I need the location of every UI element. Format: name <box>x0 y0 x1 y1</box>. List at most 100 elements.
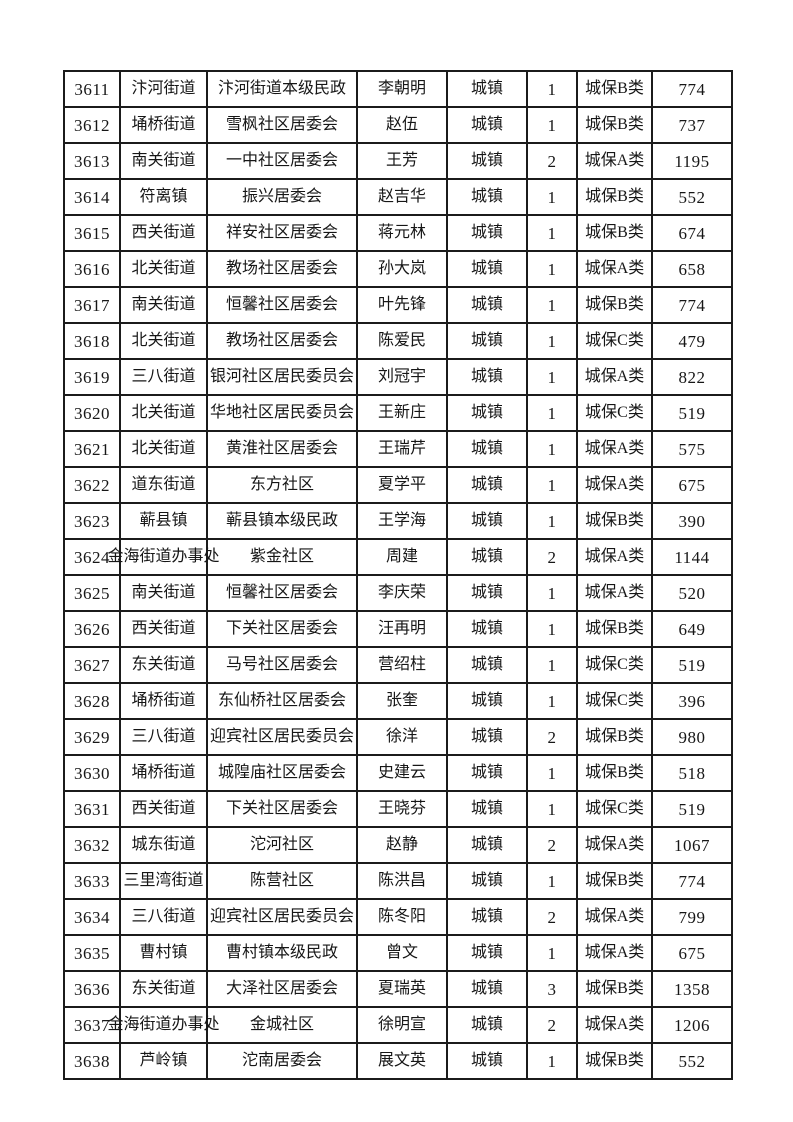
cell-text: 东方社区 <box>249 476 314 493</box>
cell-organization: 陈营社区 <box>206 862 358 900</box>
cell-text: 振兴居委会 <box>241 188 322 205</box>
cell-text: 479 <box>678 331 706 351</box>
cell-insurance-category: 城保B类 <box>576 502 653 540</box>
cell-amount: 1206 <box>651 1006 733 1044</box>
cell-area-type: 城镇 <box>446 574 528 612</box>
cell-text: 城镇 <box>470 188 503 205</box>
cell-person-name: 徐洋 <box>356 718 448 756</box>
cell-street-district: 汴河街道 <box>119 70 208 108</box>
cell-person-name: 展文英 <box>356 1042 448 1080</box>
cell-text: 城镇 <box>470 980 503 997</box>
cell-text: 迎宾社区居民委员会 <box>209 908 354 925</box>
cell-text: 道东街道 <box>131 476 196 493</box>
cell-amount: 799 <box>651 898 733 936</box>
cell-area-type: 城镇 <box>446 322 528 360</box>
cell-amount: 518 <box>651 754 733 792</box>
cell-insurance-category: 城保B类 <box>576 1042 653 1080</box>
cell-street-district: 城东街道 <box>119 826 208 864</box>
cell-text: 王瑞芹 <box>377 440 426 457</box>
cell-text: 城镇 <box>470 908 503 925</box>
cell-text: 夏学平 <box>377 476 426 493</box>
cell-amount: 390 <box>651 502 733 540</box>
cell-text: 3613 <box>74 151 110 171</box>
cell-text: 一中社区居委会 <box>225 152 338 169</box>
cell-text: 王学海 <box>377 512 426 529</box>
cell-serial-number: 3638 <box>63 1042 121 1080</box>
cell-text: 1 <box>547 295 557 315</box>
cell-amount: 658 <box>651 250 733 288</box>
cell-text: 李庆荣 <box>377 584 426 601</box>
cell-serial-number: 3613 <box>63 142 121 180</box>
cell-organization: 沱河社区 <box>206 826 358 864</box>
cell-text: 叶先锋 <box>377 296 426 313</box>
cell-text: 城保A类 <box>584 440 645 457</box>
table-row: 3633 三里湾街道 陈营社区 陈洪昌 城镇 1 城保B类 774 <box>63 862 733 900</box>
cell-street-district: 南关街道 <box>119 574 208 612</box>
cell-area-type: 城镇 <box>446 394 528 432</box>
table-row: 3635 曹村镇 曹村镇本级民政 曾文 城镇 1 城保A类 675 <box>63 934 733 972</box>
cell-text: 三八街道 <box>131 368 196 385</box>
cell-text: 3621 <box>74 439 110 459</box>
cell-insurance-category: 城保A类 <box>576 430 653 468</box>
cell-text: 城镇 <box>470 296 503 313</box>
cell-text: 城保B类 <box>585 80 644 97</box>
cell-text: 774 <box>678 871 706 891</box>
cell-person-name: 汪再明 <box>356 610 448 648</box>
cell-person-count: 2 <box>526 142 578 180</box>
cell-text: 1 <box>547 187 557 207</box>
cell-person-count: 1 <box>526 358 578 396</box>
cell-text: 曹村镇本级民政 <box>225 944 338 961</box>
cell-text: 城镇 <box>470 332 503 349</box>
cell-area-type: 城镇 <box>446 790 528 828</box>
cell-text: 城保A类 <box>584 476 645 493</box>
cell-text: 蕲县镇 <box>139 512 188 529</box>
cell-amount: 774 <box>651 286 733 324</box>
cell-text: 3617 <box>74 295 110 315</box>
cell-amount: 822 <box>651 358 733 396</box>
cell-organization: 教场社区居委会 <box>206 250 358 288</box>
cell-text: 城镇 <box>470 116 503 133</box>
cell-organization: 华地社区居民委员会 <box>206 394 358 432</box>
cell-text: 金城社区 <box>249 1016 314 1033</box>
cell-text: 3618 <box>74 331 110 351</box>
cell-serial-number: 3616 <box>63 250 121 288</box>
cell-serial-number: 3612 <box>63 106 121 144</box>
cell-text: 城保B类 <box>585 764 644 781</box>
cell-street-district: 西关街道 <box>119 610 208 648</box>
cell-organization: 恒馨社区居委会 <box>206 574 358 612</box>
cell-text: 552 <box>678 1051 706 1071</box>
cell-text: 1 <box>547 1051 557 1071</box>
cell-text: 城东街道 <box>131 836 196 853</box>
cell-text: 2 <box>547 547 557 567</box>
cell-text: 西关街道 <box>131 800 196 817</box>
cell-text: 三八街道 <box>131 728 196 745</box>
cell-text: 城镇 <box>470 548 503 565</box>
cell-organization: 下关社区居委会 <box>206 610 358 648</box>
table-row: 3638 芦岭镇 沱南居委会 展文英 城镇 1 城保B类 552 <box>63 1042 733 1080</box>
cell-street-district: 埇桥街道 <box>119 106 208 144</box>
cell-person-name: 营绍柱 <box>356 646 448 684</box>
cell-serial-number: 3620 <box>63 394 121 432</box>
cell-insurance-category: 城保A类 <box>576 826 653 864</box>
welfare-table: 3611 汴河街道 汴河街道本级民政 李朝明 城镇 1 城保B类 774 3612 埇桥街道 雪枫社… <box>63 70 733 1080</box>
cell-text: 城镇 <box>470 512 503 529</box>
cell-text: 1 <box>547 871 557 891</box>
table-row: 3634 三八街道 迎宾社区居民委员会 陈冬阳 城镇 2 城保A类 799 <box>63 898 733 936</box>
cell-organization: 马号社区居委会 <box>206 646 358 684</box>
cell-serial-number: 3631 <box>63 790 121 828</box>
cell-street-district: 三八街道 <box>119 898 208 936</box>
cell-street-district: 芦岭镇 <box>119 1042 208 1080</box>
cell-insurance-category: 城保A类 <box>576 934 653 972</box>
cell-person-name: 徐明宣 <box>356 1006 448 1044</box>
cell-area-type: 城镇 <box>446 970 528 1008</box>
cell-person-name: 王瑞芹 <box>356 430 448 468</box>
cell-insurance-category: 城保C类 <box>576 682 653 720</box>
cell-area-type: 城镇 <box>446 430 528 468</box>
cell-text: 城保B类 <box>585 980 644 997</box>
cell-text: 城保B类 <box>585 872 644 889</box>
cell-text: 金海街道办事处 <box>107 548 220 565</box>
cell-text: 城保A类 <box>584 260 645 277</box>
cell-text: 城保A类 <box>584 548 645 565</box>
cell-person-name: 陈洪昌 <box>356 862 448 900</box>
